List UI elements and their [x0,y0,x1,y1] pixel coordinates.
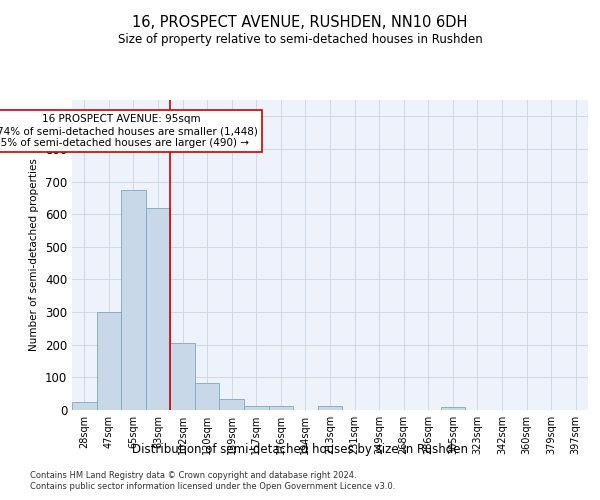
Bar [440,408,465,410]
Bar [220,398,244,410]
Bar [269,406,293,410]
Bar [170,343,195,410]
Text: Contains public sector information licensed under the Open Government Licence v3: Contains public sector information licen… [30,482,395,491]
Bar [146,208,170,410]
Bar [244,406,269,410]
Text: Size of property relative to semi-detached houses in Rushden: Size of property relative to semi-detach… [118,32,482,46]
Bar [121,190,146,410]
Bar [72,402,97,410]
Bar [195,383,220,410]
Bar [318,406,342,410]
Y-axis label: Number of semi-detached properties: Number of semi-detached properties [29,158,40,352]
Text: 16 PROSPECT AVENUE: 95sqm
← 74% of semi-detached houses are smaller (1,448)
25% : 16 PROSPECT AVENUE: 95sqm ← 74% of semi-… [0,114,257,148]
Text: Distribution of semi-detached houses by size in Rushden: Distribution of semi-detached houses by … [132,442,468,456]
Text: 16, PROSPECT AVENUE, RUSHDEN, NN10 6DH: 16, PROSPECT AVENUE, RUSHDEN, NN10 6DH [133,15,467,30]
Text: Contains HM Land Registry data © Crown copyright and database right 2024.: Contains HM Land Registry data © Crown c… [30,471,356,480]
Bar [97,312,121,410]
